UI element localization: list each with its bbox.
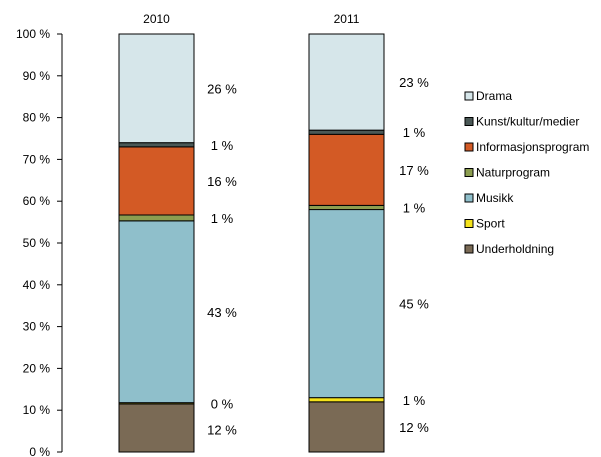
bar-segment-underholdning (118, 403, 195, 453)
data-label: 1 % (403, 125, 426, 140)
category-label: 2010 (143, 12, 170, 26)
legend-swatch (464, 244, 474, 254)
data-label: 1 % (211, 211, 234, 226)
y-tick-label: 80 % (23, 111, 51, 125)
bar-segment-underholdning (308, 401, 385, 453)
bar-segment-kunst-kultur-medier (308, 129, 385, 135)
data-label: 1 % (403, 393, 426, 408)
bar-segment-kunst-kultur-medier (118, 142, 195, 148)
legend-swatch (464, 219, 474, 228)
data-label: 16 % (207, 174, 237, 189)
y-tick-label: 40 % (23, 278, 51, 292)
legend-swatch (464, 91, 474, 101)
data-label: 26 % (207, 81, 237, 96)
data-label: 45 % (399, 297, 429, 312)
bar-segment-naturprogram (308, 204, 385, 211)
y-tick-label: 10 % (23, 403, 51, 417)
legend-label: Informasjonsprogram (476, 140, 589, 154)
y-tick-label: 100 % (16, 27, 50, 41)
legend: Drama Kunst/kultur/medier Informasjonsprog… (464, 89, 589, 256)
y-tick-label: 30 % (23, 320, 51, 334)
y-axis: 0 % 10 % 20 % 30 % 40 % 50 % 60 % 70 % 80 % 90 % 1… (16, 27, 63, 457)
legend-swatch (464, 117, 474, 126)
y-tick-label: 20 % (23, 361, 51, 375)
bar-segment-drama (118, 33, 195, 144)
legend-label: Sport (476, 217, 505, 231)
y-tick-label: 50 % (23, 236, 51, 250)
data-label: 1 % (403, 200, 426, 215)
bar-segment-naturprogram (118, 214, 195, 222)
bar-segment-sport (308, 397, 385, 403)
bar-segment-informasjonsprogram (118, 146, 195, 216)
legend-label: Kunst/kultur/medier (476, 115, 579, 129)
data-labels: 12 % 0 % 43 % 1 % 16 % 1 % 26 % 12 % 1 % 45 % 1 % 1… (207, 75, 429, 437)
data-label: 1 % (211, 138, 234, 153)
data-label: 43 % (207, 305, 237, 320)
legend-swatch (464, 142, 474, 152)
legend-label: Drama (476, 89, 512, 103)
category-label: 2011 (334, 12, 360, 26)
legend-label: Naturprogram (476, 166, 550, 180)
bar-segment-musikk (308, 209, 385, 399)
bar-segment-drama (308, 33, 385, 131)
data-label: 12 % (207, 422, 237, 437)
bars: 2010 2011 (118, 12, 385, 453)
bar-segment-musikk (118, 220, 195, 404)
data-label: 12 % (399, 420, 429, 435)
y-tick-label: 70 % (23, 152, 51, 166)
y-tick-label: 0 % (29, 445, 50, 457)
bar-segment-informasjonsprogram (308, 133, 385, 206)
y-tick-label: 60 % (23, 194, 51, 208)
legend-swatch (464, 168, 474, 177)
legend-label: Musikk (476, 191, 514, 205)
data-label: 0 % (211, 396, 234, 411)
data-label: 23 % (399, 75, 429, 90)
data-label: 17 % (399, 163, 429, 178)
legend-swatch (464, 193, 474, 203)
y-tick-label: 90 % (23, 69, 51, 83)
legend-label: Underholdning (476, 242, 554, 256)
